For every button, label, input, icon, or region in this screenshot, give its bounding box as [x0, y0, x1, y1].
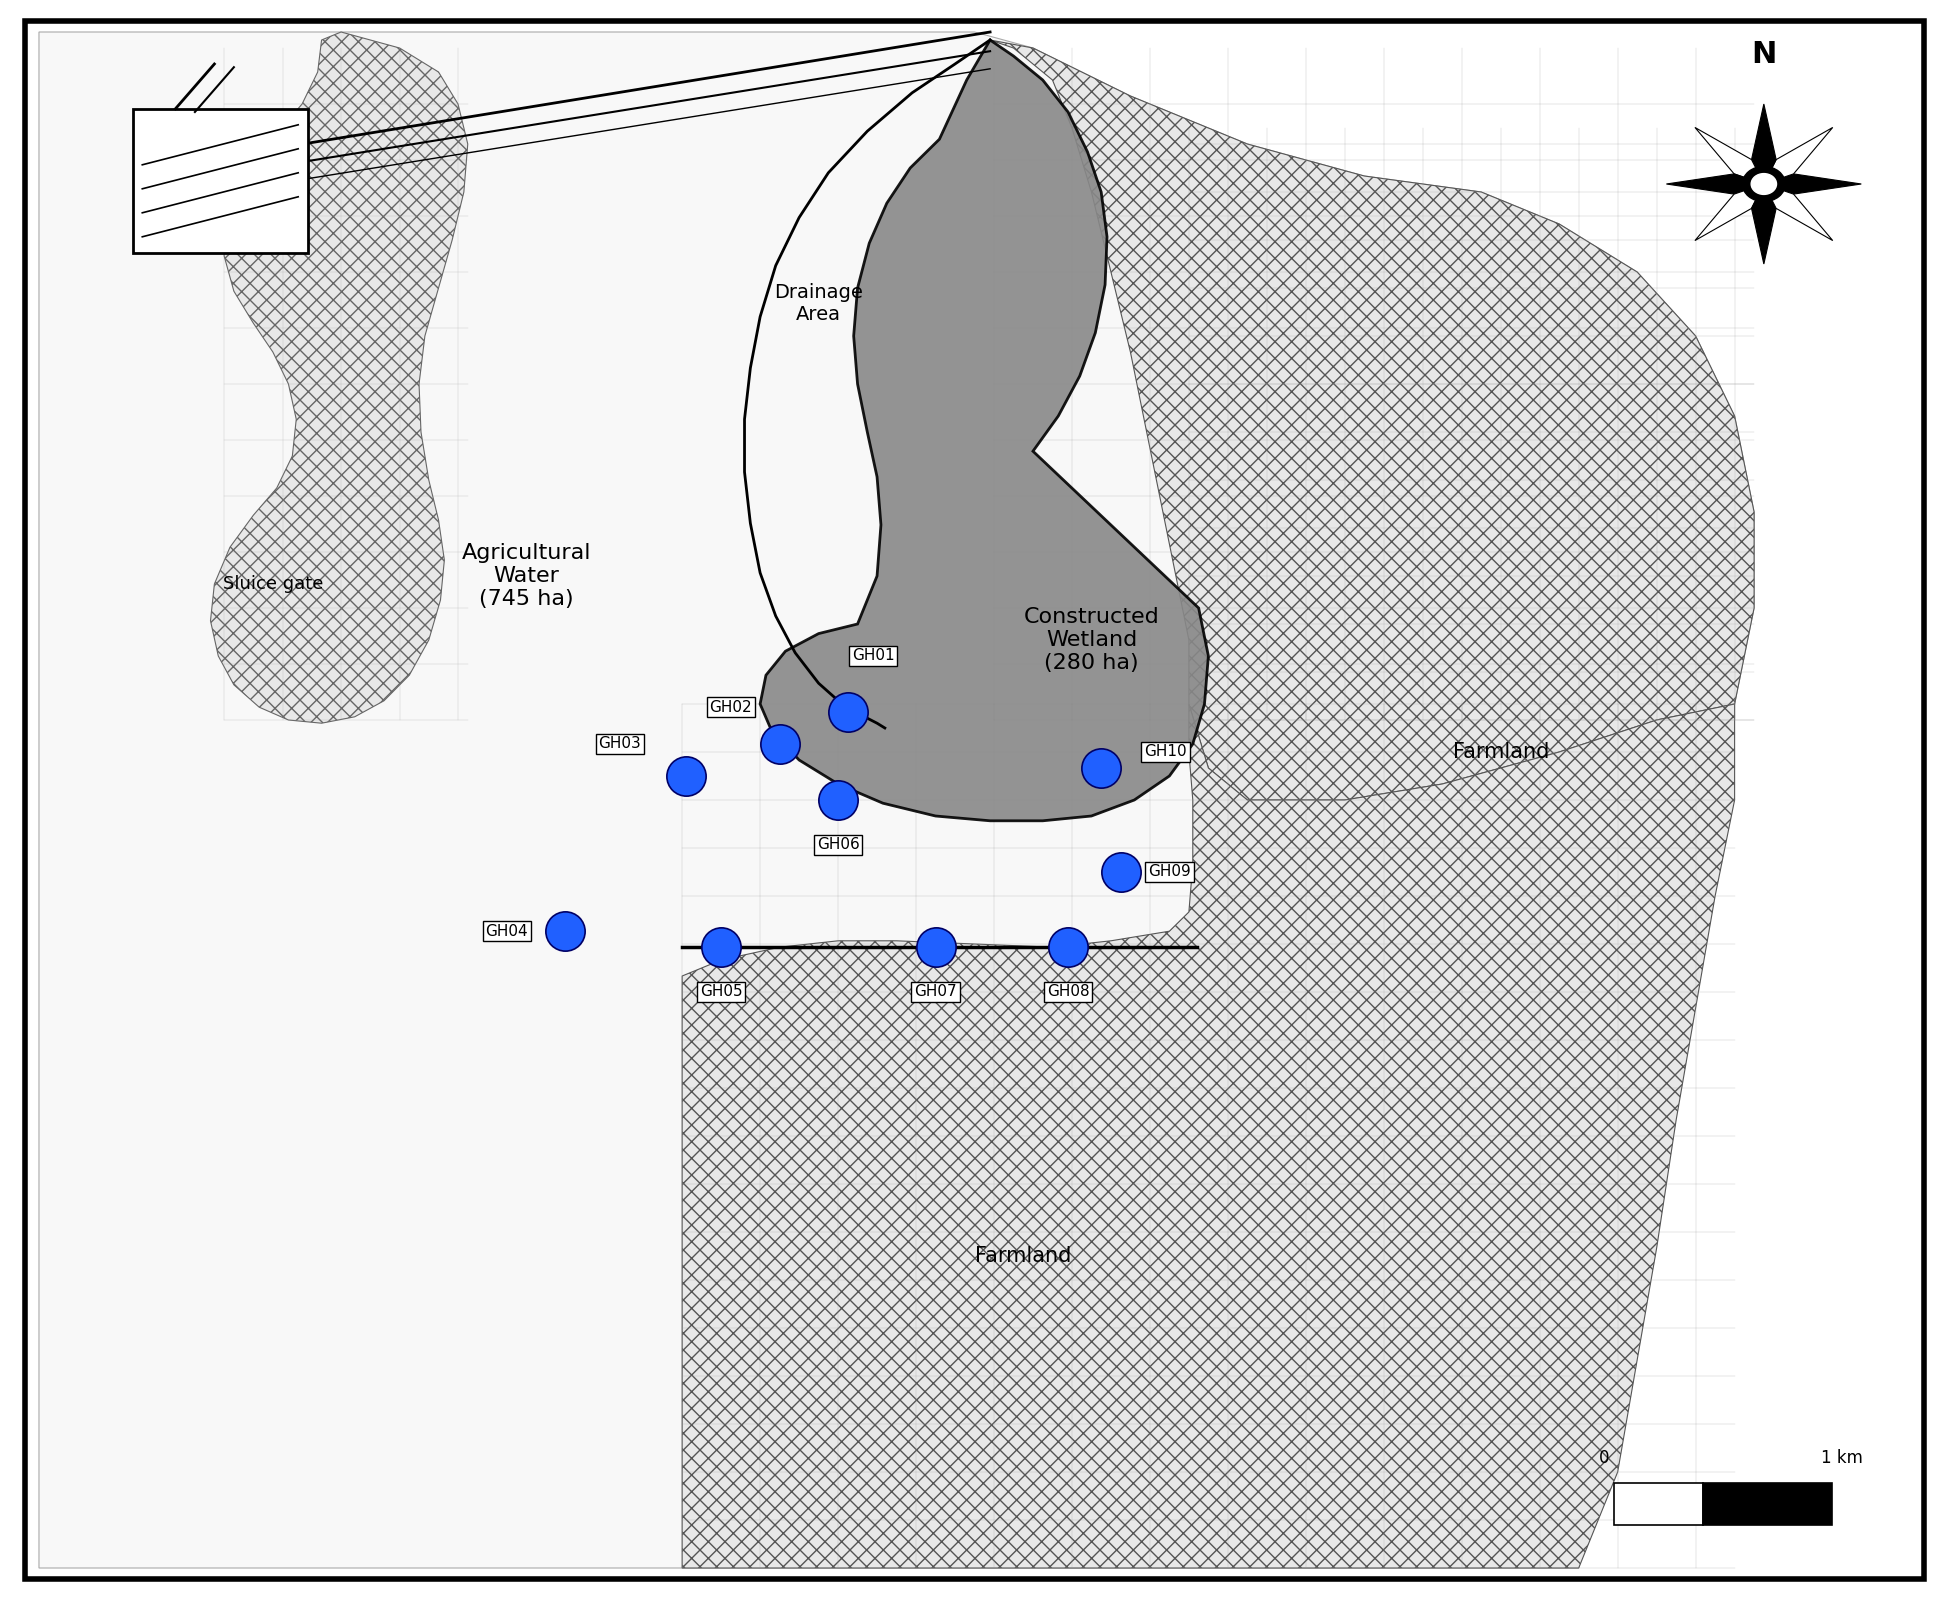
- Polygon shape: [1763, 174, 1860, 194]
- Circle shape: [1742, 166, 1784, 202]
- Text: N: N: [1749, 40, 1777, 69]
- Polygon shape: [990, 40, 1753, 800]
- Text: GH05: GH05: [699, 984, 742, 1000]
- Text: GH02: GH02: [709, 699, 752, 715]
- Bar: [132, 109, 308, 253]
- Text: Drainage
Area: Drainage Area: [773, 283, 863, 325]
- Bar: [1613, 1483, 1703, 1525]
- Text: GH06: GH06: [816, 837, 859, 853]
- Point: [1085, 755, 1116, 781]
- Polygon shape: [682, 704, 1734, 1568]
- Point: [822, 787, 853, 813]
- Polygon shape: [39, 32, 1753, 1568]
- Circle shape: [1749, 173, 1775, 195]
- Polygon shape: [39, 32, 1909, 1568]
- Polygon shape: [1763, 184, 1831, 240]
- Text: GH10: GH10: [1143, 744, 1186, 760]
- Point: [1105, 859, 1136, 885]
- Text: GH01: GH01: [851, 648, 894, 664]
- Point: [764, 731, 795, 757]
- Text: 1 km: 1 km: [1819, 1450, 1862, 1467]
- Polygon shape: [1751, 184, 1775, 264]
- Text: Constructed
Wetland
(280 ha): Constructed Wetland (280 ha): [1023, 606, 1159, 674]
- Point: [832, 699, 863, 725]
- Polygon shape: [1763, 128, 1831, 184]
- Polygon shape: [1695, 128, 1763, 184]
- Polygon shape: [760, 40, 1208, 821]
- Text: Farmland: Farmland: [974, 1246, 1071, 1266]
- Polygon shape: [210, 32, 468, 723]
- Point: [705, 934, 736, 960]
- Text: GH03: GH03: [598, 736, 641, 752]
- Polygon shape: [1751, 104, 1775, 184]
- Polygon shape: [1666, 174, 1763, 194]
- Text: Agricultural
Water
(745 ha): Agricultural Water (745 ha): [462, 542, 590, 610]
- Text: GH07: GH07: [914, 984, 956, 1000]
- Text: GH04: GH04: [485, 923, 528, 939]
- Text: 0: 0: [1597, 1450, 1609, 1467]
- Polygon shape: [1695, 184, 1763, 240]
- Text: GH09: GH09: [1147, 864, 1190, 880]
- Point: [549, 918, 581, 944]
- Text: Farmland: Farmland: [1451, 742, 1549, 762]
- Text: Sluice gate: Sluice gate: [222, 574, 323, 594]
- Point: [670, 763, 701, 789]
- Bar: [1703, 1483, 1831, 1525]
- Point: [1052, 934, 1083, 960]
- Point: [919, 934, 951, 960]
- Text: GH08: GH08: [1046, 984, 1089, 1000]
